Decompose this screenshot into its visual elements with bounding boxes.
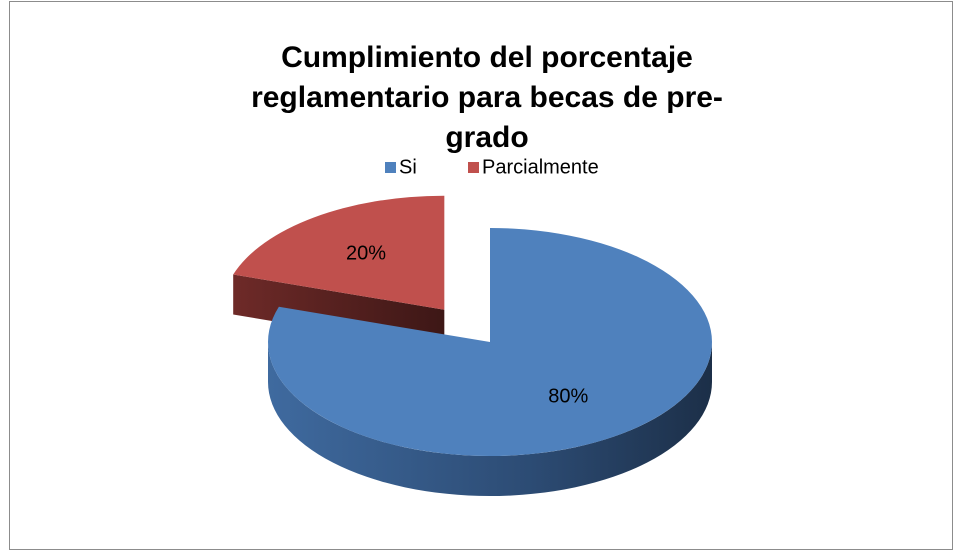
pie	[233, 195, 713, 496]
data-label: 80%	[548, 386, 588, 408]
data-label: 20%	[346, 243, 386, 265]
legend-label: Parcialmente	[482, 156, 599, 178]
slice-side	[268, 342, 712, 496]
legend-label: Si	[399, 156, 417, 178]
data-labels: 20% 80%	[346, 243, 589, 408]
slice-top	[268, 228, 713, 456]
legend-swatch	[468, 162, 479, 173]
chart-border	[9, 1, 953, 550]
chart-title: Cumplimiento del porcentaje reglamentari…	[251, 41, 723, 154]
legend: Si Parcialmente	[385, 156, 599, 178]
slice-top	[233, 195, 445, 310]
legend-swatch	[385, 162, 396, 173]
